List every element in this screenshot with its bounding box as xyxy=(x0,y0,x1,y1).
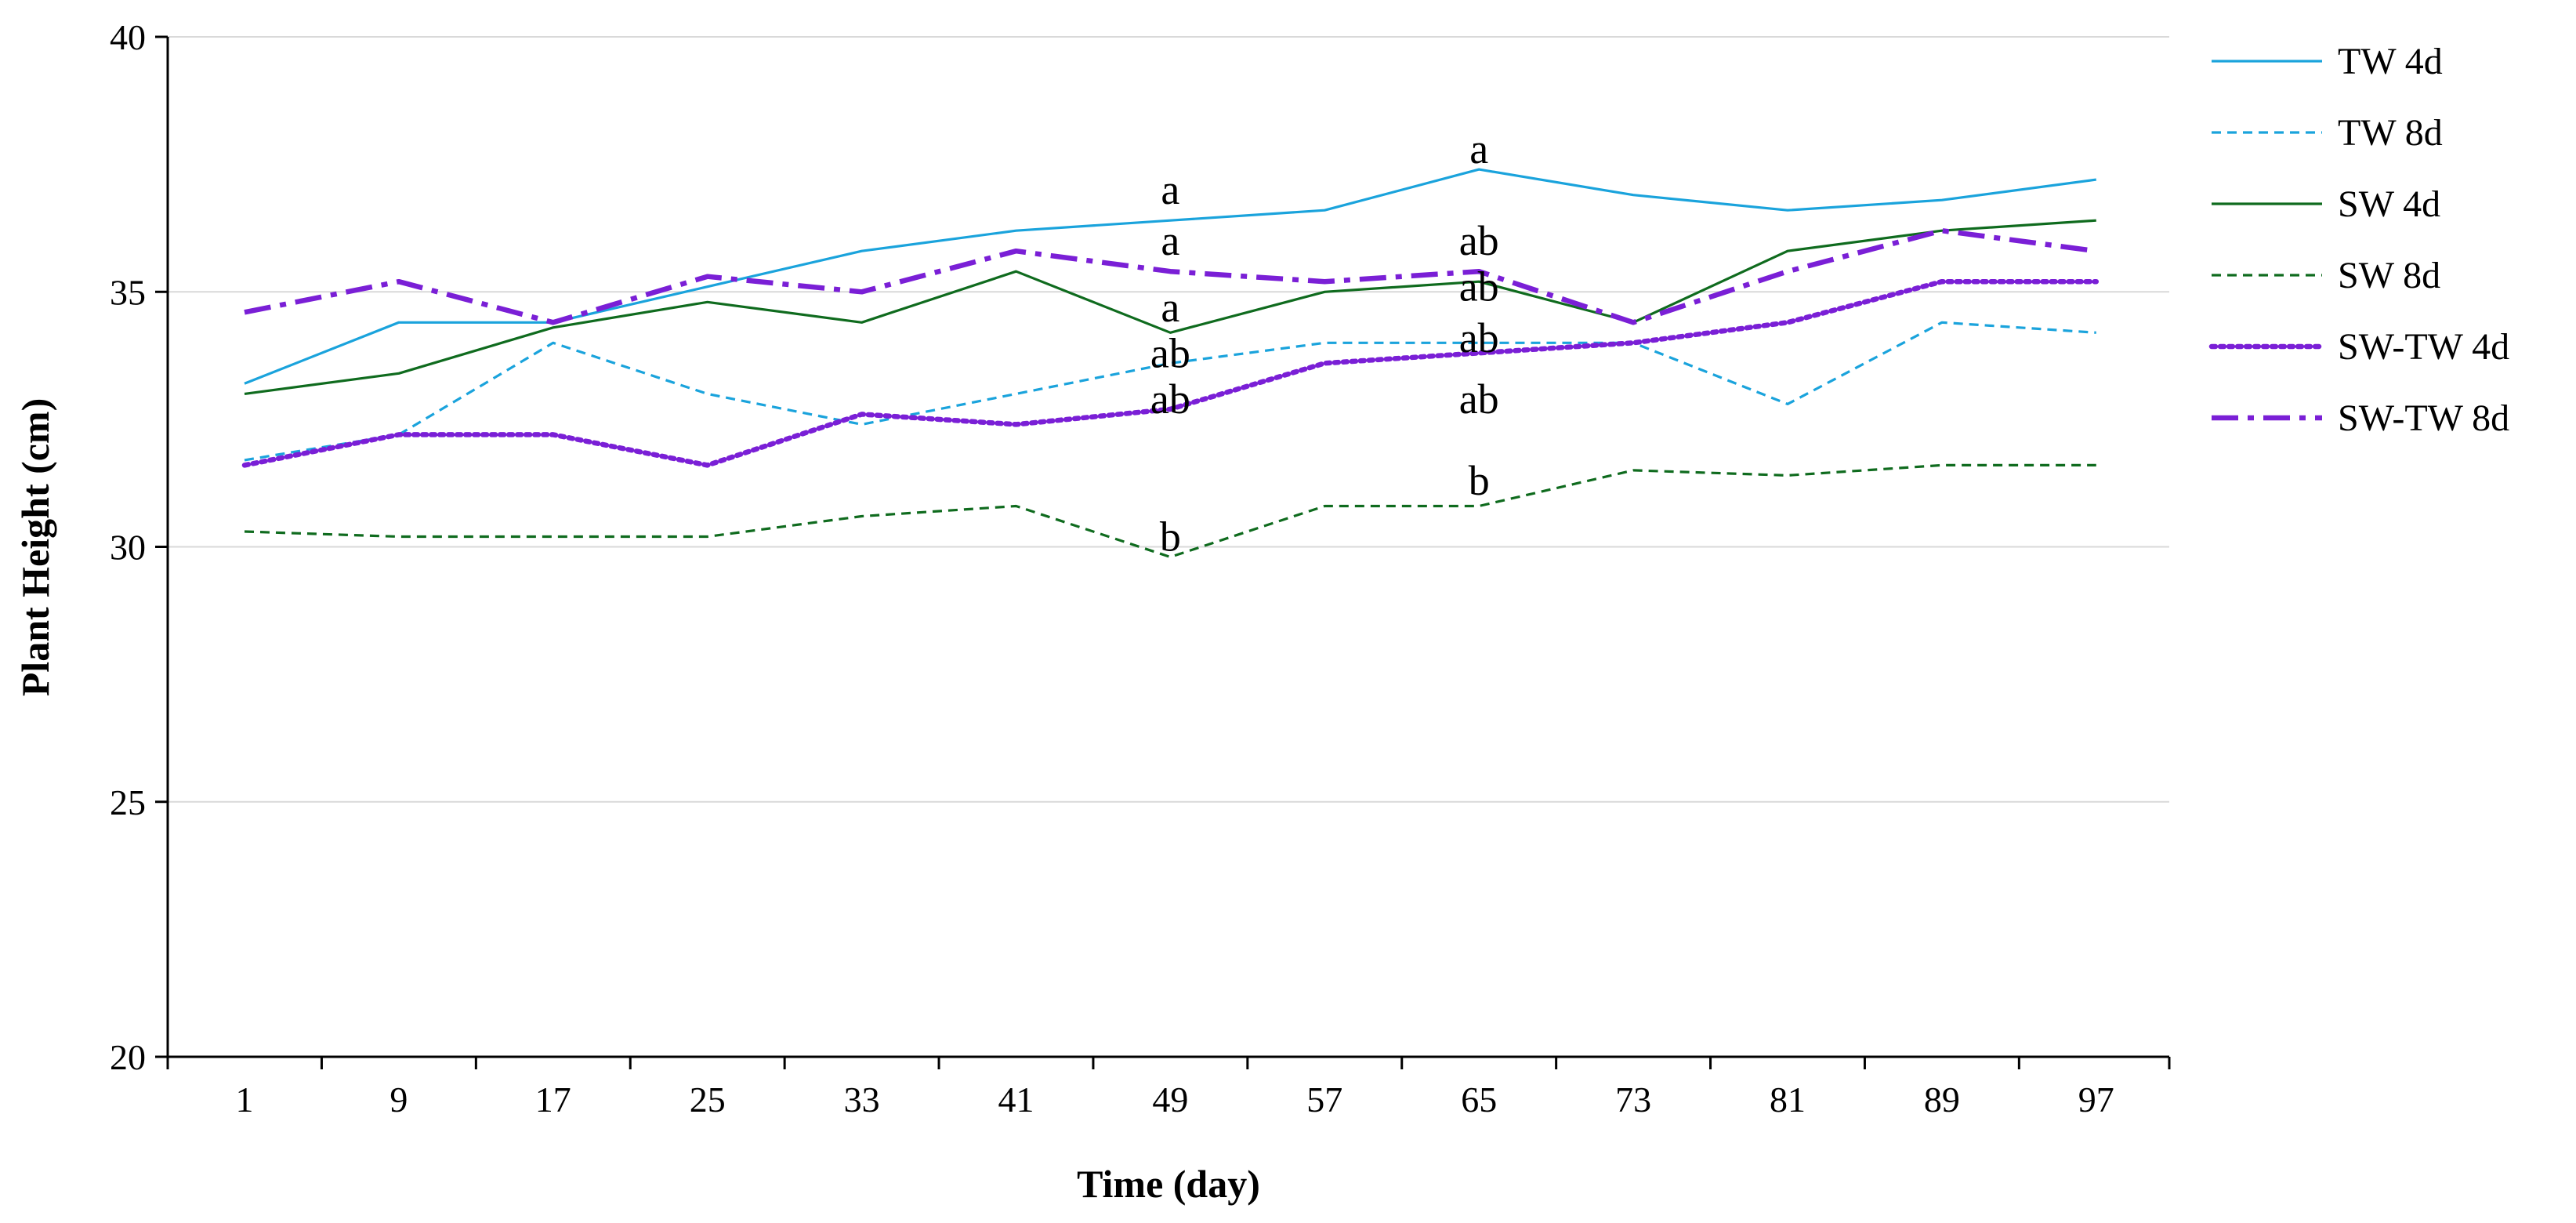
y-tick-label: 20 xyxy=(110,1037,146,1077)
x-tick-label: 81 xyxy=(1770,1080,1806,1120)
significance-letter: b xyxy=(1160,513,1181,560)
legend-label-tw-8d: TW 8d xyxy=(2338,112,2443,154)
x-tick-label: 57 xyxy=(1306,1080,1342,1120)
series-lines xyxy=(241,168,2100,559)
x-tick-label: 41 xyxy=(998,1080,1034,1120)
y-tick-label: 25 xyxy=(110,782,146,822)
x-tick-label: 17 xyxy=(535,1080,571,1120)
significance-letter: a xyxy=(1161,166,1179,213)
x-tick-label: 89 xyxy=(1924,1080,1960,1120)
significance-letter: ab xyxy=(1150,329,1190,376)
significance-letter: ab xyxy=(1459,376,1499,423)
x-ticks: 1 9 17 25 33 41 49 57 65 73 81 89 97 xyxy=(166,1057,2171,1120)
legend-label-sw-4d: SW 4d xyxy=(2338,183,2440,225)
x-tick-label: 49 xyxy=(1152,1080,1188,1120)
x-tick-label: 33 xyxy=(844,1080,880,1120)
significance-letter: b xyxy=(1469,457,1490,504)
significance-letter: a xyxy=(1161,217,1179,264)
significance-letter: ab xyxy=(1150,376,1190,423)
y-ticks: 20 25 30 35 40 xyxy=(110,17,168,1077)
significance-letter: ab xyxy=(1459,314,1499,361)
x-tick-label: 65 xyxy=(1461,1080,1497,1120)
significance-letter: a xyxy=(1161,284,1179,331)
legend-label-sw-8d: SW 8d xyxy=(2338,255,2440,296)
x-tick-label: 25 xyxy=(690,1080,726,1120)
significance-letter: ab xyxy=(1459,217,1499,264)
x-tick-label: 1 xyxy=(236,1080,254,1120)
legend-label-tw-4d: TW 4d xyxy=(2338,41,2443,82)
gridlines xyxy=(168,36,2169,803)
series-line-sw-4d xyxy=(244,219,2096,395)
legend-label-sw-tw-8d: SW-TW 8d xyxy=(2338,397,2509,439)
significance-letter: ab xyxy=(1459,263,1499,310)
x-tick-label: 97 xyxy=(2078,1080,2114,1120)
y-tick-label: 30 xyxy=(110,528,146,568)
x-tick-label: 9 xyxy=(389,1080,408,1120)
y-axis-title: Plant Height (cm) xyxy=(13,398,57,696)
significance-letter: a xyxy=(1469,125,1488,172)
legend-label-sw-tw-4d: SW-TW 4d xyxy=(2338,326,2509,368)
x-axis-title: Time (day) xyxy=(1077,1162,1260,1206)
y-tick-label: 35 xyxy=(110,272,146,312)
legend: TW 4d TW 8d SW 4d SW 8d SW-TW 4d SW-TW 8d xyxy=(2208,41,2509,439)
series-line-sw-tw-8d xyxy=(244,227,2097,325)
series-line-tw-8d xyxy=(244,321,2096,462)
y-tick-label: 40 xyxy=(110,17,146,57)
series-line-sw-tw-4d xyxy=(241,278,2100,468)
x-tick-label: 73 xyxy=(1615,1080,1651,1120)
